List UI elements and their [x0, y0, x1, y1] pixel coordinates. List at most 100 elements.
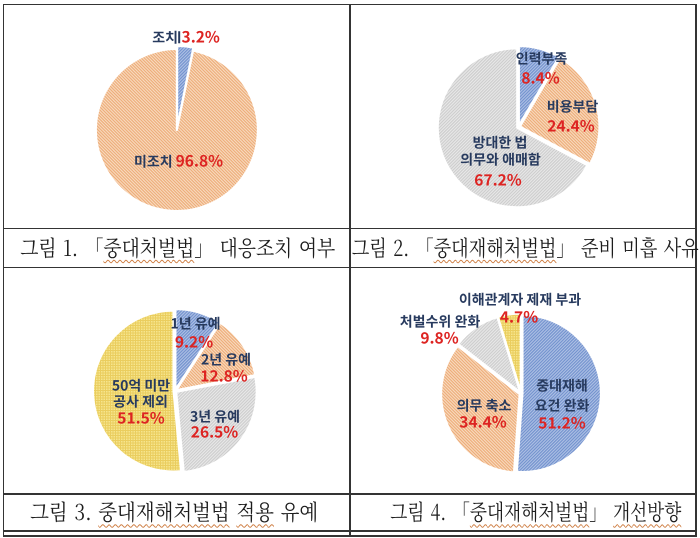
pie-3-slice-4	[91, 309, 183, 473]
slice-category-label: 인력부족	[515, 48, 568, 69]
slice-category-label: 공사 제외	[113, 391, 168, 412]
slice-percent-label: 67.2%	[474, 168, 522, 191]
caption-segment-misspelled: 중대재해처벌법	[469, 496, 589, 528]
caption-text: 그림 2. 「중대재해처벌법」 준비 미흡 사유	[351, 236, 698, 259]
slice-category-label: 50억 미만	[111, 375, 171, 395]
slice-percent-label: 26.5%	[190, 419, 239, 442]
pie-2-data-label: 24.4%	[547, 116, 594, 134]
pie-4-data-label: 처벌수위 완화	[400, 311, 480, 328]
slice-percent-label: 24.4%	[547, 114, 595, 137]
slice-percent-label: 8.4%	[521, 65, 560, 88]
pie-4-data-label: 중대재해	[536, 375, 588, 392]
slice-category-label: 2년 유예	[200, 349, 252, 369]
slice-percent-label: 51.2%	[538, 410, 586, 433]
figure-3-caption: 그림 3. 중대재해처벌법 적용 유예	[4, 495, 349, 530]
slice-category-label: 의무와 애매함	[460, 149, 541, 169]
pie-2-data-label: 인력부족	[516, 49, 568, 66]
slice-percent-label: 9.8%	[420, 325, 459, 348]
pie-3-data-label: 3년 유예	[190, 406, 240, 423]
caption-segment: 」 준비 미흡 사유	[556, 231, 699, 263]
slice-category-label: 3년 유예	[189, 406, 241, 426]
pie-3-data-label: 51.5%	[117, 408, 164, 426]
pie-4-slice-1	[515, 314, 602, 474]
pie-4-data-label: 4.7%	[500, 307, 538, 325]
slice-category-label: 의무 축소	[456, 395, 512, 415]
pie-4-data-label: 34.4%	[459, 412, 506, 430]
caption-segment-misspelled: 개선방향	[612, 496, 681, 528]
table-border-right	[695, 3, 697, 537]
pie-chart-1	[94, 44, 259, 213]
slice-category-label: 처벌수위 완화	[399, 311, 481, 331]
caption-segment: 그림 3.	[29, 496, 98, 528]
slice-percent-label: 9.2%	[174, 329, 214, 352]
pie-3-data-label: 공사 제외	[113, 392, 168, 409]
slice-percent-label: 34.4%	[459, 410, 507, 433]
pie-1-data-label: 미조치 96.8%	[134, 151, 223, 169]
pie-4-data-label: 51.2%	[538, 413, 585, 431]
slice-percent-label: 51.5%	[117, 406, 165, 429]
caption-segment-misspelled: 중대재해처벌법	[433, 231, 557, 263]
pie-3-data-label: 26.5%	[191, 422, 238, 440]
caption-segment: 」	[588, 496, 613, 528]
figure-2-caption: 그림 2. 「중대재해처벌법」 준비 미흡 사유	[351, 229, 698, 266]
pie-2-slice-3	[436, 47, 589, 209]
pie-4-slice-2	[440, 344, 521, 474]
caption-text: 그림 4. 「중대재해처벌법」 개선방향	[390, 501, 681, 523]
slice-category-label: 중대재해	[536, 375, 588, 395]
pie-3-slice-3	[175, 375, 258, 474]
pie-3-data-label: 12.8%	[200, 366, 247, 384]
pie-3-slice-1	[174, 308, 221, 391]
caption-segment: 그림 1. 「	[19, 231, 103, 263]
pie-chart-2	[436, 45, 601, 209]
pie-2-data-label: 비용부담	[547, 97, 599, 114]
figure-1-caption: 그림 1. 「중대처벌법」 대응조치 여부	[4, 229, 349, 266]
caption-segment: 」 대응조치 여부	[193, 231, 335, 263]
pie-1-slice-2	[94, 47, 259, 213]
slice-category-label: 비용부담	[546, 96, 599, 117]
caption-segment-misspelled: 중대처벌법	[102, 231, 194, 263]
pie-4-data-label: 의무 축소	[457, 395, 512, 412]
pie-3-data-label: 1년 유예	[170, 313, 220, 330]
figure-4-caption: 그림 4. 「중대재해처벌법」 개선방향	[351, 495, 695, 530]
pie-4-slice-4	[496, 312, 522, 394]
pie-3-slice-2	[175, 321, 257, 392]
pie-2-data-label: 8.4%	[521, 68, 559, 86]
pie-2-slice-2	[518, 56, 601, 166]
slice-category-label: 방대한 법	[472, 132, 528, 152]
label-leader-tick	[178, 30, 181, 43]
caption-segment: 유예	[273, 496, 318, 528]
slice-percent-label: 96.8%	[175, 148, 224, 171]
pie-3-data-label: 50억 미만	[112, 375, 170, 392]
table-column-divider	[349, 3, 351, 537]
caption-segment: 그림 2. 「	[351, 231, 434, 263]
pie-3-data-label: 9.2%	[175, 332, 213, 350]
pie-4-data-label: 이해관계자 제재 부과	[459, 289, 581, 306]
slice-percent-label: 12.8%	[200, 363, 248, 386]
pie-4-data-label: 요건 완화	[535, 395, 590, 412]
slice-percent-label: 4.7%	[499, 304, 539, 327]
caption-segment: 그림 4. 「	[389, 496, 470, 528]
slice-category-label: 1년 유예	[170, 313, 221, 333]
caption-segment-misspelled: 적용	[235, 496, 274, 528]
pie-3-data-label: 2년 유예	[201, 349, 251, 366]
caption-segment	[229, 496, 236, 527]
pie-2-slice-1	[517, 45, 560, 127]
slice-category-label: 이해관계자 제재 부과	[458, 289, 582, 309]
pie-2-data-label: 의무와 애매함	[460, 149, 540, 166]
caption-text: 그림 1. 「중대처벌법」 대응조치 여부	[20, 236, 335, 259]
pie-2-data-label: 67.2%	[474, 170, 521, 188]
pie-4-data-label: 9.8%	[420, 328, 458, 346]
pie-chart-3	[91, 308, 258, 474]
table-border-left	[2, 3, 5, 537]
slice-percent-label: 3.2%	[181, 24, 220, 47]
caption-text: 그림 3. 중대재해처벌법 적용 유예	[30, 501, 318, 523]
caption-segment-misspelled: 중대재해처벌법	[97, 496, 230, 528]
pie-1-data-label: 조치 3.2%	[152, 27, 220, 45]
slice-category-label: 조치	[152, 26, 178, 47]
slice-category-label: 요건 완화	[534, 395, 590, 415]
pie-2-data-label: 방대한 법	[473, 132, 528, 149]
slice-category-label: 미조치	[133, 150, 173, 171]
pie-chart-4	[440, 312, 602, 474]
